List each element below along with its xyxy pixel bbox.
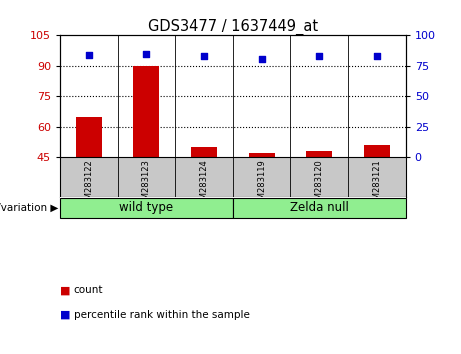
Text: GSM283123: GSM283123 xyxy=(142,159,151,210)
Text: GSM283122: GSM283122 xyxy=(84,159,93,210)
Text: GSM283124: GSM283124 xyxy=(200,159,208,210)
Point xyxy=(315,53,323,59)
Point xyxy=(258,56,266,61)
Text: percentile rank within the sample: percentile rank within the sample xyxy=(74,310,250,320)
Text: GSM283121: GSM283121 xyxy=(372,159,381,210)
Point xyxy=(85,52,92,58)
Bar xyxy=(133,66,160,158)
Text: GSM283120: GSM283120 xyxy=(315,159,324,210)
Bar xyxy=(306,151,332,158)
Text: ■: ■ xyxy=(60,285,71,295)
Text: wild type: wild type xyxy=(119,201,173,215)
Point xyxy=(142,51,150,57)
Text: GSM283119: GSM283119 xyxy=(257,159,266,210)
Bar xyxy=(248,153,275,158)
FancyBboxPatch shape xyxy=(233,198,406,218)
Bar xyxy=(76,117,102,158)
Point xyxy=(373,53,381,59)
Text: count: count xyxy=(74,285,103,295)
Bar xyxy=(191,147,217,158)
Title: GDS3477 / 1637449_at: GDS3477 / 1637449_at xyxy=(148,19,318,35)
Text: genotype/variation ▶: genotype/variation ▶ xyxy=(0,203,59,213)
FancyBboxPatch shape xyxy=(60,198,233,218)
Point xyxy=(200,53,207,59)
Bar xyxy=(364,145,390,158)
Text: Zelda null: Zelda null xyxy=(290,201,349,215)
Text: ■: ■ xyxy=(60,310,71,320)
